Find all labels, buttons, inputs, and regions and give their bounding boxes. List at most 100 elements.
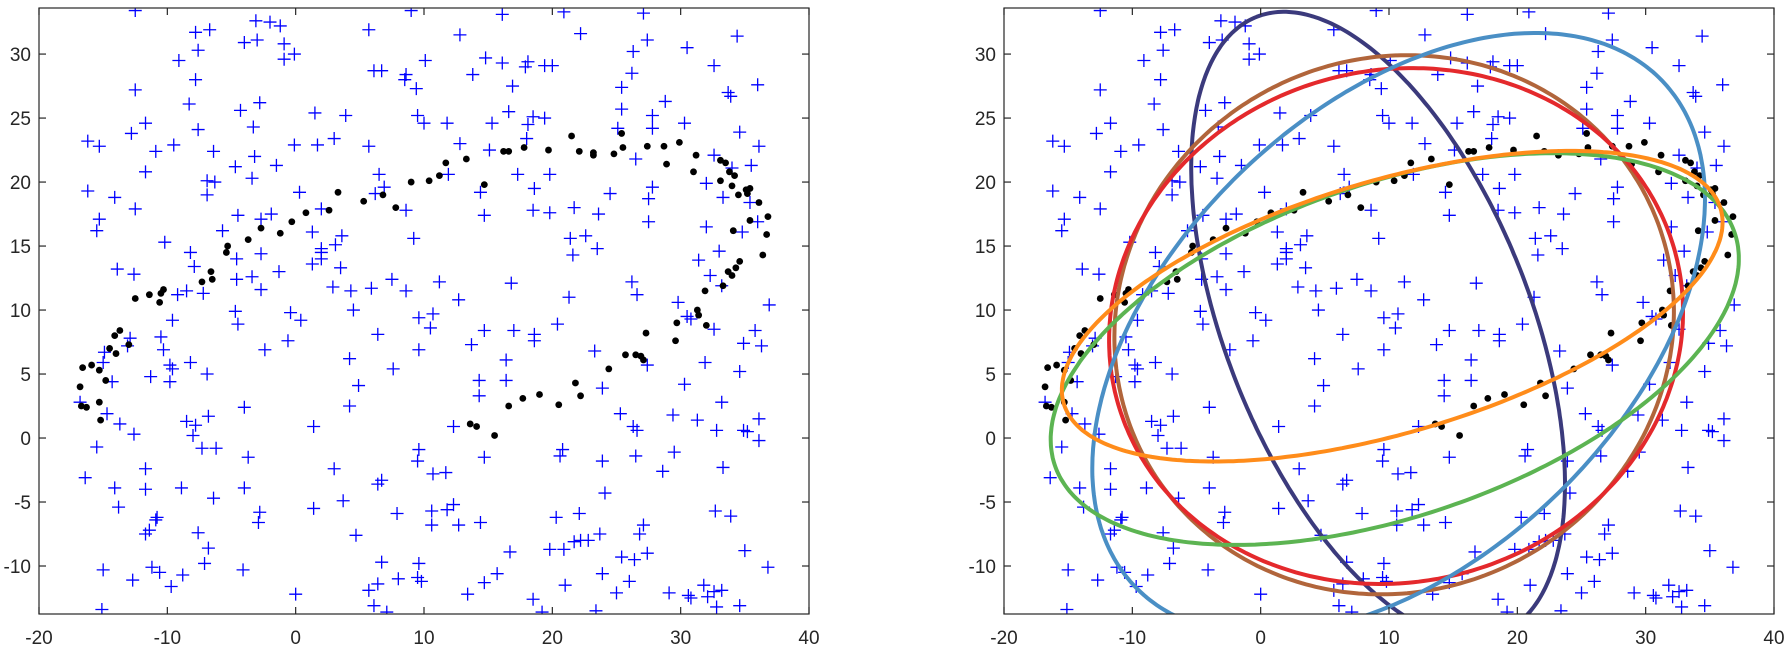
outlier-plus-marker [294, 313, 308, 327]
outlier-plus-marker [96, 356, 110, 370]
outlier-plus-marker [1057, 139, 1071, 153]
outlier-plus-marker [314, 202, 328, 216]
outlier-plus-marker [189, 73, 203, 87]
outlier-plus-marker [712, 244, 726, 258]
outlier-plus-marker [277, 37, 291, 51]
outlier-plus-marker [371, 577, 385, 591]
outlier-plus-marker [250, 33, 264, 47]
outlier-plus-marker [1491, 592, 1505, 606]
outlier-plus-marker [751, 78, 765, 92]
outlier-plus-marker [1537, 507, 1551, 521]
outlier-plus-marker [1055, 440, 1069, 454]
inlier-dot-marker [1625, 142, 1633, 150]
outlier-plus-marker [245, 171, 259, 185]
inlier-dot-marker [379, 191, 387, 199]
outlier-plus-marker [334, 261, 348, 275]
outlier-plus-marker [707, 585, 721, 599]
outlier-plus-marker [1531, 248, 1545, 262]
outlier-plus-marker [113, 417, 127, 431]
outlier-plus-marker [368, 187, 382, 201]
outlier-plus-marker [1646, 588, 1660, 602]
outlier-plus-marker [716, 190, 730, 204]
outlier-plus-marker [1590, 275, 1604, 289]
outlier-plus-marker [375, 555, 389, 569]
outlier-plus-marker [1468, 545, 1482, 559]
outlier-plus-marker [678, 377, 692, 391]
inlier-dot-marker [610, 150, 618, 158]
outlier-plus-marker [432, 275, 446, 289]
outlier-plus-marker [277, 52, 291, 66]
outlier-plus-marker [1210, 270, 1224, 284]
outlier-plus-marker [543, 206, 557, 220]
inlier-dot-marker [1711, 185, 1719, 192]
outlier-plus-marker [254, 212, 268, 226]
outlier-plus-marker [1681, 190, 1695, 204]
outlier-plus-marker [461, 587, 475, 601]
outlier-plus-marker [642, 192, 656, 206]
outlier-plus-marker [1154, 25, 1168, 39]
outlier-plus-marker [1467, 105, 1481, 119]
inlier-dot-marker [736, 258, 744, 265]
outlier-plus-marker [1580, 102, 1594, 116]
inlier-dot-marker [764, 213, 772, 221]
outlier-plus-marker [692, 253, 706, 267]
outlier-plus-marker [472, 389, 486, 403]
inlier-dot-marker [1470, 402, 1478, 410]
outlier-plus-marker [1246, 334, 1260, 348]
outlier-plus-marker [613, 407, 627, 421]
outlier-plus-marker [1061, 563, 1075, 577]
outlier-plus-marker [1043, 471, 1057, 485]
outlier-plus-marker [1369, 8, 1383, 18]
outlier-plus-marker [735, 225, 749, 239]
plot-area [1038, 8, 1741, 614]
outlier-plus-marker [139, 527, 153, 541]
outlier-plus-marker [506, 79, 520, 93]
outlier-plus-marker [1689, 509, 1703, 523]
outlier-plus-marker [1528, 231, 1542, 245]
outlier-plus-marker [380, 605, 394, 614]
outlier-plus-marker [1557, 207, 1571, 221]
outlier-plus-marker [1610, 180, 1624, 194]
inlier-dot-marker [276, 229, 284, 237]
outlier-plus-marker [1664, 176, 1678, 190]
outlier-plus-marker [174, 481, 188, 495]
outlier-plus-marker [1046, 134, 1060, 148]
outlier-plus-marker [472, 373, 486, 387]
outlier-plus-marker [1702, 423, 1716, 437]
inlier-dot-marker [575, 147, 583, 155]
inlier-dot-marker [717, 177, 724, 185]
outlier-plus-marker [699, 220, 713, 234]
outlier-plus-marker [553, 449, 567, 463]
outlier-plus-marker [1242, 37, 1256, 51]
outlier-plus-marker [200, 367, 214, 381]
outlier-plus-marker [1093, 8, 1107, 18]
outlier-plus-marker [581, 533, 595, 547]
outlier-plus-marker [1662, 578, 1676, 592]
outlier-plus-marker [1311, 303, 1325, 317]
outlier-plus-marker [97, 345, 111, 359]
inlier-dot-marker [663, 160, 670, 168]
inlier-dot-marker [1637, 337, 1644, 345]
outlier-plus-marker [1374, 82, 1388, 96]
outlier-plus-marker [1130, 362, 1144, 376]
outlier-plus-marker [662, 586, 676, 600]
outlier-plus-marker [90, 440, 104, 454]
outlier-plus-marker [1317, 379, 1331, 393]
inlier-dot-marker [642, 329, 650, 337]
outlier-plus-marker [412, 343, 426, 357]
outlier-plus-marker [1438, 515, 1452, 529]
outlier-plus-marker [549, 510, 563, 524]
outlier-plus-marker [738, 544, 752, 558]
inlier-dot-marker [462, 155, 470, 163]
outlier-plus-marker [128, 202, 142, 216]
outlier-plus-marker [1229, 207, 1243, 221]
outlier-plus-marker [1404, 466, 1418, 480]
inlier-dot-marker [1470, 147, 1478, 155]
outlier-plus-marker [1689, 89, 1703, 103]
outlier-plus-marker [556, 443, 570, 457]
outlier-plus-marker [558, 578, 572, 592]
outlier-plus-marker [678, 116, 692, 130]
outlier-plus-marker [208, 175, 222, 189]
outlier-plus-marker [626, 45, 640, 59]
outlier-plus-marker [464, 338, 478, 352]
